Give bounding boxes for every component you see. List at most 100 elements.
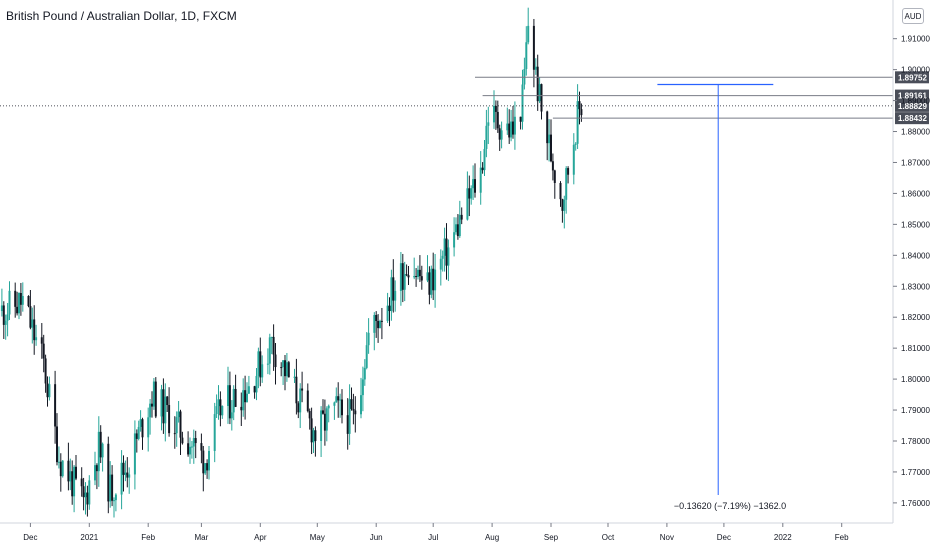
candle — [111, 465, 114, 507]
candle — [44, 354, 47, 393]
candle — [139, 410, 142, 432]
candle — [354, 396, 357, 433]
svg-text:1.89752: 1.89752 — [898, 73, 927, 82]
candle — [312, 427, 315, 453]
candle — [97, 416, 100, 487]
candle — [512, 105, 514, 139]
candle — [415, 268, 418, 287]
time-tick-label: 2021 — [80, 533, 98, 542]
price-tick-label: 1.82000 — [901, 313, 930, 322]
candle — [360, 377, 362, 419]
candle — [536, 54, 539, 111]
candle — [284, 355, 286, 391]
candle — [206, 459, 209, 479]
candle — [215, 394, 218, 418]
price-range-measure[interactable] — [657, 83, 774, 506]
candle — [513, 101, 516, 150]
price-tick-label: 1.89000 — [901, 97, 930, 106]
candle — [8, 281, 11, 321]
candle — [253, 385, 256, 399]
candle — [88, 475, 91, 510]
candle — [208, 445, 210, 480]
candle — [0, 288, 3, 317]
candle — [122, 455, 125, 492]
price-tick-label: 1.88000 — [901, 128, 930, 137]
candle — [2, 301, 5, 339]
candle — [401, 253, 404, 303]
price-tick-label: 1.76000 — [901, 499, 930, 508]
candle — [200, 433, 203, 464]
candle — [61, 460, 64, 478]
price-tick-label: 1.77000 — [901, 468, 930, 477]
candle — [164, 383, 167, 442]
price-tick-label: 1.91000 — [901, 35, 930, 44]
candle — [255, 367, 258, 401]
time-tick-label: Aug — [485, 533, 499, 542]
candle — [426, 255, 429, 283]
time-tick-label: Nov — [660, 533, 674, 542]
candle — [430, 265, 433, 299]
candle — [348, 384, 351, 445]
candle — [540, 83, 543, 120]
candle — [297, 401, 300, 419]
measure-label: −0.13620 (−7.19%) −1362.0 — [668, 495, 792, 517]
candle — [468, 175, 471, 217]
candle — [445, 223, 448, 280]
candle — [204, 462, 207, 475]
svg-text:1.88432: 1.88432 — [898, 114, 927, 123]
candle — [202, 445, 205, 492]
candle — [508, 109, 511, 144]
price-tick-label: 1.86000 — [901, 189, 930, 198]
candle — [460, 207, 463, 225]
candle — [227, 366, 229, 424]
candle — [187, 431, 190, 457]
price-tick-label: 1.85000 — [901, 220, 930, 229]
candle — [151, 391, 153, 418]
time-tick-label: Apr — [254, 533, 267, 542]
candle — [456, 214, 459, 240]
candle — [496, 100, 499, 133]
price-axis[interactable]: 1.76000 1.77000 1.78000 1.79000 1.80000 1.810… — [892, 0, 930, 523]
time-axis[interactable]: Dec 2021 Feb Mar Apr May Jun Jul Aug Sep Oct Nov Dec… — [0, 522, 893, 542]
candle — [175, 411, 178, 447]
candle — [107, 436, 110, 514]
candle — [67, 442, 70, 491]
candle — [481, 162, 484, 174]
candle — [392, 259, 395, 313]
candle — [147, 407, 150, 452]
candle — [261, 355, 264, 383]
candle — [189, 437, 191, 464]
candle — [567, 166, 570, 184]
price-tick-label: 1.79000 — [901, 406, 930, 415]
candle — [48, 376, 51, 401]
candle — [432, 252, 435, 301]
candle — [532, 18, 535, 88]
candle — [299, 383, 302, 429]
candle — [434, 253, 437, 308]
candle — [27, 295, 30, 308]
candle — [399, 251, 402, 306]
candle — [69, 458, 72, 491]
price-tick-label: 1.84000 — [901, 251, 930, 260]
candle — [420, 265, 423, 290]
candle — [177, 401, 180, 423]
candle — [137, 420, 140, 441]
candle — [154, 377, 157, 419]
candle — [272, 324, 275, 371]
candle — [379, 319, 381, 329]
candle — [538, 77, 541, 104]
currency-button[interactable]: AUD — [902, 8, 924, 24]
candle — [493, 90, 495, 129]
price-tick-label: 1.87000 — [901, 158, 930, 167]
candle — [559, 181, 562, 207]
candle — [94, 451, 96, 486]
price-tag-1.89752: 1.89752 — [895, 71, 929, 84]
candle — [447, 239, 450, 282]
candle — [314, 426, 317, 457]
candle — [168, 387, 171, 437]
candle — [114, 493, 117, 512]
candle — [453, 217, 456, 257]
candle — [35, 324, 38, 346]
